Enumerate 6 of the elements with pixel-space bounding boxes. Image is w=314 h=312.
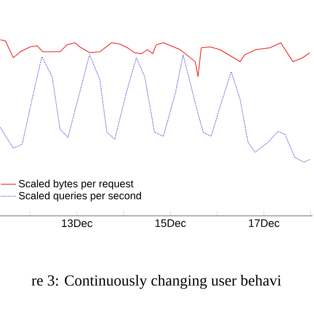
text: re 3: Continuously changing user behavi xyxy=(32,274,282,289)
legend-label: Scaled queries per second xyxy=(18,192,141,202)
x-tick-label: 17Dec xyxy=(249,219,280,227)
x-tick-label: 15Dec xyxy=(155,219,186,227)
x-tick-label: 13Dec xyxy=(62,219,92,227)
legend-label: Scaled bytes per request xyxy=(18,180,134,190)
